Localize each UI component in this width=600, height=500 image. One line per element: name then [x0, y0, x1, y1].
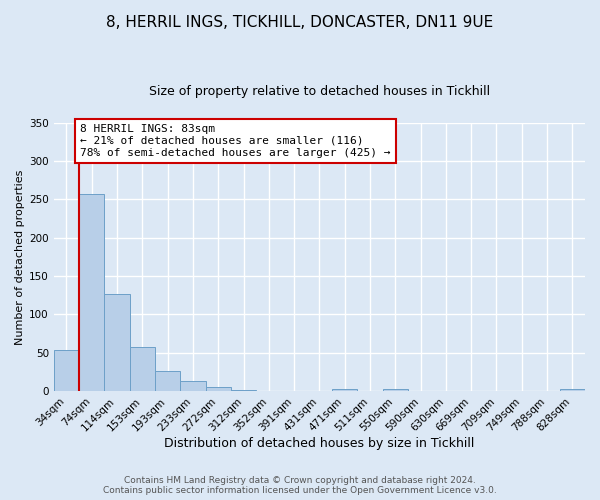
X-axis label: Distribution of detached houses by size in Tickhill: Distribution of detached houses by size …	[164, 437, 475, 450]
Bar	[206, 388, 231, 391]
Text: 8 HERRIL INGS: 83sqm
← 21% of detached houses are smaller (116)
78% of semi-deta: 8 HERRIL INGS: 83sqm ← 21% of detached h…	[80, 124, 391, 158]
Text: 8, HERRIL INGS, TICKHILL, DONCASTER, DN11 9UE: 8, HERRIL INGS, TICKHILL, DONCASTER, DN1…	[106, 15, 494, 30]
Bar	[180, 381, 206, 391]
Bar	[332, 389, 358, 391]
Bar	[560, 389, 585, 391]
Y-axis label: Number of detached properties: Number of detached properties	[15, 170, 25, 344]
Text: Contains HM Land Registry data © Crown copyright and database right 2024.
Contai: Contains HM Land Registry data © Crown c…	[103, 476, 497, 495]
Bar	[130, 348, 155, 391]
Bar	[155, 371, 180, 391]
Title: Size of property relative to detached houses in Tickhill: Size of property relative to detached ho…	[149, 85, 490, 98]
Bar	[231, 390, 256, 391]
Bar	[54, 350, 79, 391]
Bar	[104, 294, 130, 391]
Bar	[79, 194, 104, 391]
Bar	[383, 389, 408, 391]
